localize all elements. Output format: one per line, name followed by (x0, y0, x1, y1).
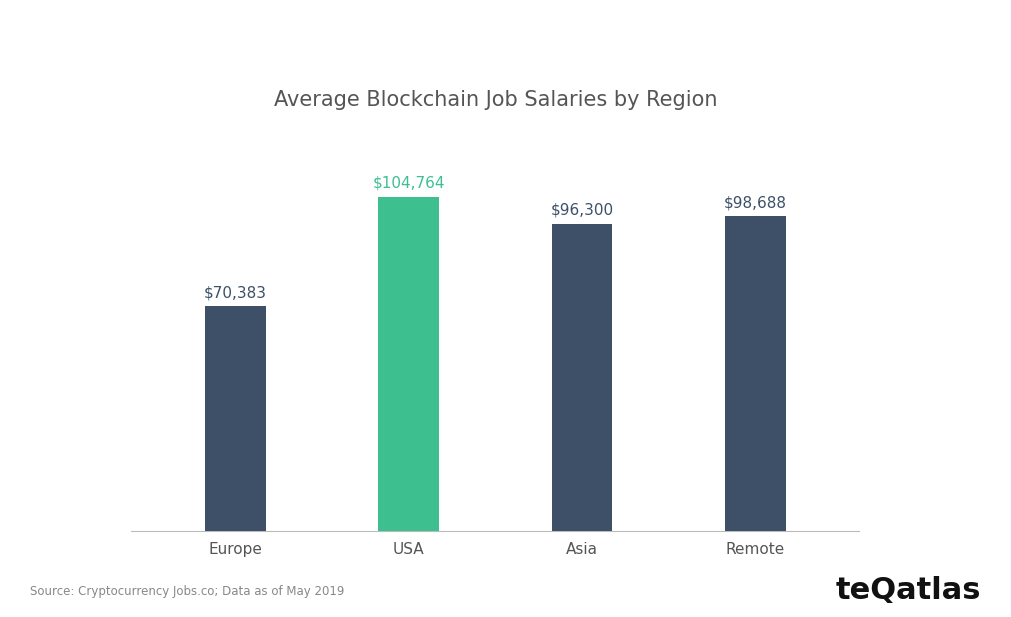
Bar (205, 306, 266, 531)
Text: teQatlas: teQatlas (835, 576, 981, 605)
Bar (378, 197, 439, 531)
Text: $104,764: $104,764 (372, 176, 445, 191)
Text: $96,300: $96,300 (550, 203, 614, 218)
Text: $98,688: $98,688 (724, 196, 787, 210)
Bar (725, 216, 786, 531)
Bar (552, 223, 613, 531)
Text: $70,383: $70,383 (204, 286, 267, 300)
Text: Source: Cryptocurrency Jobs.co; Data as of May 2019: Source: Cryptocurrency Jobs.co; Data as … (30, 586, 345, 598)
Title: Average Blockchain Job Salaries by Region: Average Blockchain Job Salaries by Regio… (274, 91, 717, 110)
